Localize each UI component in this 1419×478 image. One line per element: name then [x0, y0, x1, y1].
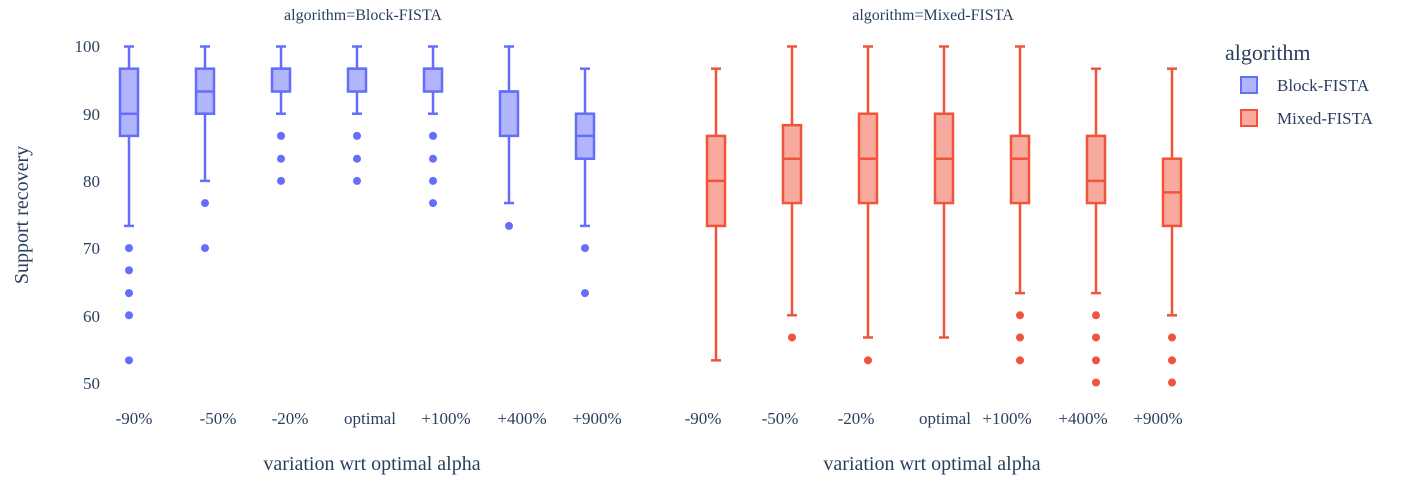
outlier-point	[353, 154, 361, 163]
panel-title-block: algorithm=Block-FISTA	[284, 7, 442, 24]
y-tick-label: 50	[83, 374, 100, 393]
x-tick-label: -90%	[685, 409, 722, 428]
outlier-point	[277, 176, 285, 185]
box-block-6[interactable]	[574, 67, 596, 298]
outlier-point	[1168, 356, 1176, 365]
y-tick-label: 100	[75, 37, 101, 56]
y-tick-label: 60	[83, 307, 100, 326]
iqr-box	[498, 90, 520, 138]
legend-label-mixed: Mixed-FISTA	[1277, 109, 1374, 128]
iqr-box	[346, 67, 368, 93]
box-block-5[interactable]	[498, 45, 520, 230]
x-tick-label: -20%	[272, 409, 309, 428]
box-mixed-0[interactable]	[705, 67, 727, 362]
x-tick-label: optimal	[919, 409, 971, 428]
outlier-point	[201, 199, 209, 208]
outlier-point	[1016, 356, 1024, 365]
x-tick-label: +100%	[421, 409, 470, 428]
outlier-point	[1168, 378, 1176, 387]
iqr-box	[422, 67, 444, 93]
legend-item-block[interactable]: Block-FISTA	[1240, 76, 1370, 95]
y-tick-label: 80	[83, 172, 100, 191]
outlier-point	[788, 333, 796, 342]
outlier-point	[353, 176, 361, 185]
outlier-point	[429, 176, 437, 185]
outlier-point	[1168, 333, 1176, 342]
box-mixed-4[interactable]	[1009, 45, 1031, 365]
legend-item-mixed[interactable]: Mixed-FISTA	[1240, 109, 1374, 128]
outlier-point	[125, 266, 133, 275]
iqr-box	[118, 67, 140, 138]
outlier-point	[1016, 333, 1024, 342]
outlier-point	[864, 356, 872, 365]
outlier-point	[125, 289, 133, 298]
legend-swatch-block	[1240, 76, 1258, 94]
outlier-point	[1092, 311, 1100, 320]
outlier-point	[125, 356, 133, 365]
outlier-point	[1092, 356, 1100, 365]
x-tick-label: +400%	[1058, 409, 1107, 428]
iqr-box	[781, 123, 803, 205]
x-tick-label: optimal	[344, 409, 396, 428]
outlier-point	[581, 289, 589, 298]
panel-title-mixed: algorithm=Mixed-FISTA	[852, 7, 1014, 24]
outlier-point	[125, 311, 133, 320]
box-mixed-3[interactable]	[933, 45, 955, 339]
outlier-point	[277, 131, 285, 140]
outlier-point	[1092, 333, 1100, 342]
outlier-point	[429, 131, 437, 140]
x-tick-label: +400%	[497, 409, 546, 428]
legend-title: algorithm	[1225, 40, 1311, 65]
outlier-point	[581, 244, 589, 253]
x-tick-label: +100%	[982, 409, 1031, 428]
box-mixed-1[interactable]	[781, 45, 803, 342]
outlier-point	[277, 154, 285, 163]
box-mixed-5[interactable]	[1085, 67, 1107, 387]
x-tick-label: -20%	[838, 409, 875, 428]
outlier-point	[353, 131, 361, 140]
x-tick-label: +900%	[572, 409, 621, 428]
outlier-point	[505, 221, 513, 230]
x-tick-label: -50%	[762, 409, 799, 428]
outlier-point	[1016, 311, 1024, 320]
y-axis-label: Support recovery	[11, 146, 33, 284]
y-tick-label: 90	[83, 105, 100, 124]
x-tick-label: -50%	[200, 409, 237, 428]
box-mixed-2[interactable]	[857, 45, 879, 365]
box-block-2[interactable]	[270, 45, 292, 185]
x-axis-label-mixed: variation wrt optimal alpha	[823, 453, 1040, 475]
box-block-0[interactable]	[118, 45, 140, 365]
x-tick-label: +900%	[1133, 409, 1182, 428]
box-mixed-6[interactable]	[1161, 67, 1183, 387]
x-axis-label-block: variation wrt optimal alpha	[263, 453, 480, 475]
iqr-box	[1009, 134, 1031, 205]
iqr-box	[270, 67, 292, 93]
iqr-box	[1085, 134, 1107, 205]
outlier-point	[1092, 378, 1100, 387]
legend-label-block: Block-FISTA	[1277, 76, 1370, 95]
box-block-1[interactable]	[194, 45, 216, 253]
box-block-4[interactable]	[422, 45, 444, 208]
outlier-point	[429, 199, 437, 208]
box-block-3[interactable]	[346, 45, 368, 185]
x-tick-label: -90%	[116, 409, 153, 428]
legend-swatch-mixed	[1240, 109, 1258, 127]
y-tick-label: 70	[83, 239, 100, 258]
outlier-point	[201, 244, 209, 253]
outlier-point	[125, 244, 133, 253]
outlier-point	[429, 154, 437, 163]
